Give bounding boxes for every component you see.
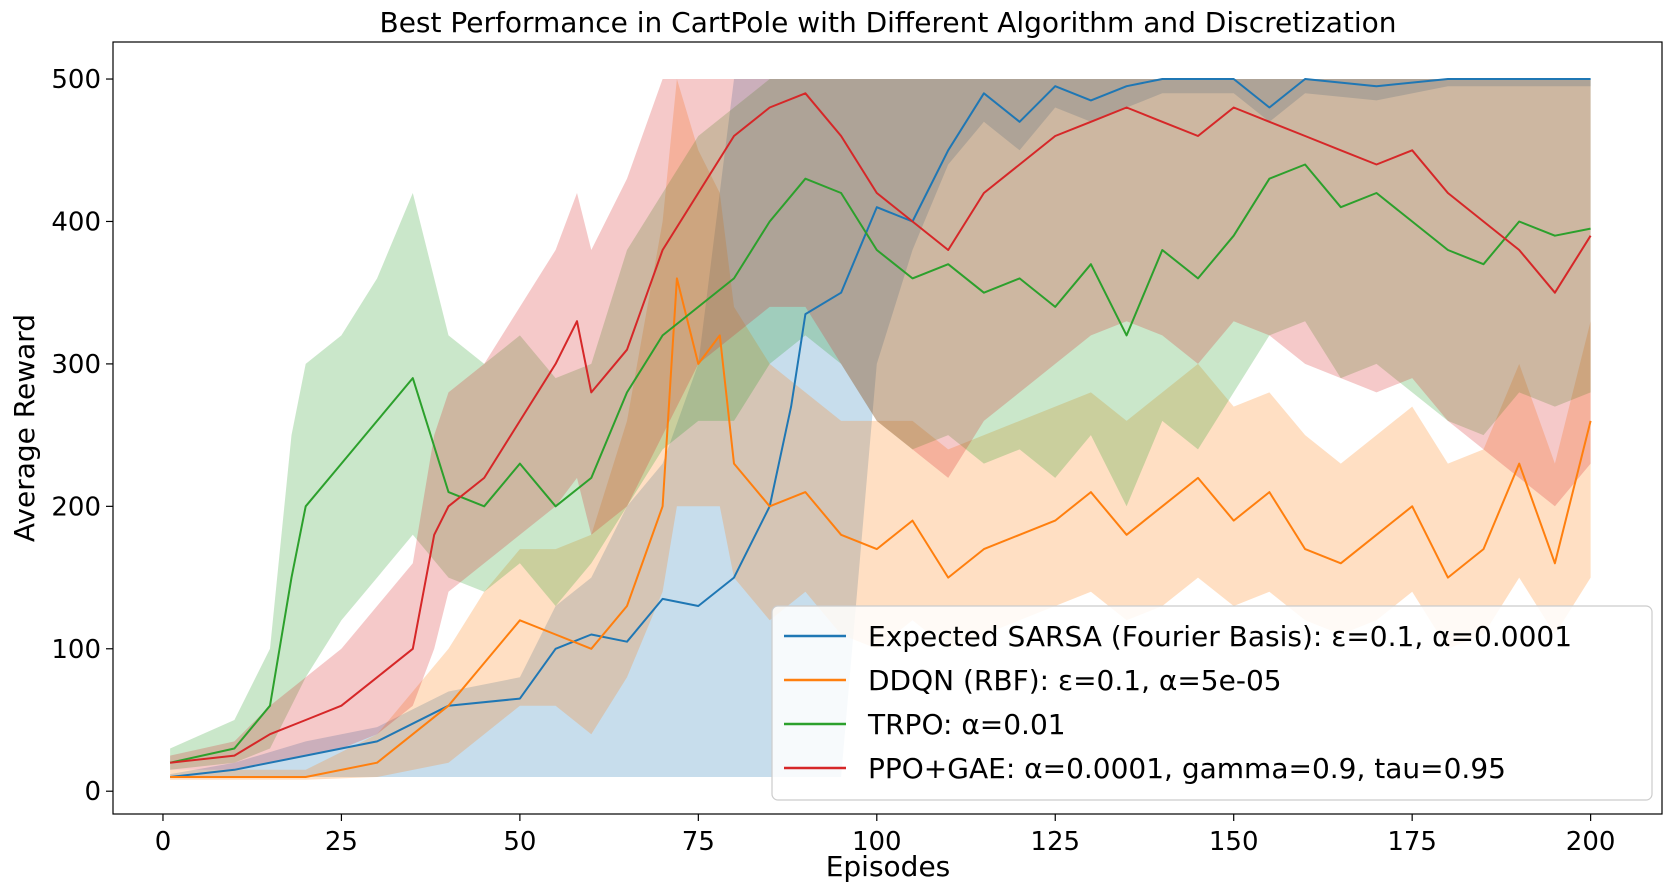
series-lines [169,78,1592,778]
legend-label-2: TRPO: α=0.01 [867,708,1066,741]
y-tick-label: 200 [51,492,101,522]
series-band-1 [170,79,1591,780]
y-tick-label: 400 [51,207,101,237]
x-axis-ticks: 0 25 50 75 100 125 150 175 200 [155,814,1616,857]
y-tick-label: 300 [51,350,101,380]
x-tick-label: 75 [682,827,715,857]
legend-label-3: PPO+GAE: α=0.0001, gamma=0.9, tau=0.95 [868,752,1506,785]
series-line-3 [169,92,1592,764]
y-axis-label: Average Reward [8,314,41,542]
x-tick-label: 150 [1209,827,1259,857]
x-tick-label: 100 [852,827,902,857]
series-band-3 [170,79,1591,770]
legend-label-0: Expected SARSA (Fourier Basis): ε=0.1, α… [868,620,1572,653]
legend: Expected SARSA (Fourier Basis): ε=0.1, α… [771,605,1653,801]
x-tick-label: 125 [1030,827,1080,857]
y-axis-ticks: 0 100 200 300 400 500 [51,65,113,807]
chart-title: Best Performance in CartPole with Differ… [380,6,1397,39]
series-band-2 [170,79,1591,770]
x-tick-label: 25 [325,827,358,857]
series-line-1 [170,277,1592,778]
series-line-2 [169,163,1591,764]
y-tick-label: 500 [51,65,101,95]
x-tick-label: 50 [503,827,536,857]
x-tick-label: 175 [1387,827,1437,857]
legend-box [771,605,1653,801]
x-tick-label: 0 [155,827,172,857]
plot-frame [112,41,1663,815]
x-tick-label: 200 [1566,827,1616,857]
series-line-0 [169,78,1591,778]
y-tick-label: 100 [51,635,101,665]
legend-label-1: DDQN (RBF): ε=0.1, α=5e-05 [868,664,1282,697]
x-axis-label: Episodes [826,850,951,883]
series-band-0 [170,79,1591,777]
confidence-bands [170,79,1591,780]
y-tick-label: 0 [84,777,101,807]
